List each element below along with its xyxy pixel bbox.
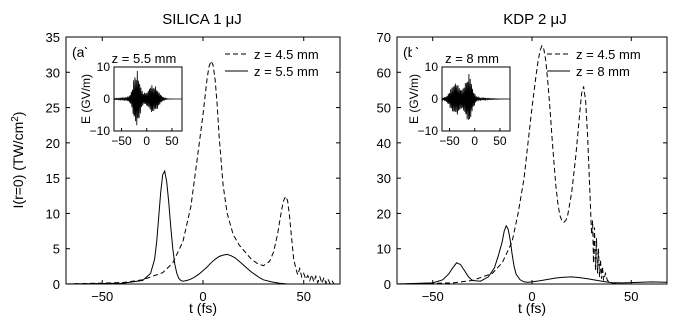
panel-b-title: KDP 2 μJ [503, 11, 566, 28]
inset-x-tick-label: 50 [493, 134, 507, 148]
y-tick-label: 5 [53, 242, 60, 257]
inset-y-tick-label: 10 [97, 60, 111, 74]
panel-a-series [65, 59, 340, 285]
panel-a-ylabel: I(r=0) (TW/cm2) [10, 112, 26, 209]
legend-label: z = 4.5 mm [254, 47, 319, 62]
inset-y-tick-label: 0 [431, 92, 438, 106]
inset-y-tick-label: −10 [418, 124, 439, 138]
series-line-dashed [65, 59, 340, 285]
series-line-solid [396, 224, 668, 285]
legend-label: z = 5.5 mm [254, 64, 319, 79]
y-tick-label: 10 [46, 206, 60, 221]
inset-title: z = 5.5 mm [112, 51, 177, 66]
inset-x-tick-label: 0 [471, 134, 478, 148]
panel-a-xlabel: t (fs) [189, 300, 217, 316]
inset-y-tick-label: 10 [425, 60, 439, 74]
inset-y-tick-label: 0 [103, 92, 110, 106]
inset-ylabel: E (GV/m) [407, 74, 421, 124]
y-tick-label: 60 [377, 65, 391, 80]
series-line-solid [65, 169, 340, 285]
inset-ylabel: E (GV/m) [79, 74, 93, 124]
panel-a-legend: z = 4.5 mm z = 5.5 mm [225, 47, 319, 79]
panel-b-series [396, 44, 668, 285]
x-tick-label: 50 [297, 289, 311, 304]
y-tick-label: 20 [377, 206, 391, 221]
x-tick-label: −50 [422, 289, 444, 304]
y-tick-label: 10 [377, 242, 391, 257]
inset-x-tick-label: 0 [143, 134, 150, 148]
y-tick-label: 20 [46, 136, 60, 151]
y-tick-label: 50 [377, 101, 391, 116]
inset-field-trace [441, 73, 510, 120]
inset-title: z = 8 mm [445, 51, 499, 66]
y-tick-label: 70 [377, 30, 391, 45]
panel-b-ticks: −50 0 50 0 10 20 30 40 50 60 70 [377, 30, 667, 304]
y-tick-label: 40 [377, 136, 391, 151]
panel-b-legend: z = 4.5 mm z = 8 mm [547, 47, 641, 79]
x-tick-label: 0 [199, 289, 206, 304]
inset-y-tick-label: −10 [90, 124, 111, 138]
y-tick-label: 0 [384, 277, 391, 292]
inset-x-tick-label: 50 [165, 134, 179, 148]
y-tick-label: 25 [46, 101, 60, 116]
panel-b-inset: z = 8 mm −50 0 50 −10 0 10 E (GV/m) [407, 49, 514, 153]
x-tick-label: 0 [528, 289, 535, 304]
x-tick-label: 50 [624, 289, 638, 304]
legend-label: z = 4.5 mm [576, 47, 641, 62]
y-tick-label: 15 [46, 171, 60, 186]
series-line-dashed [396, 44, 667, 285]
y-tick-label: 35 [46, 30, 60, 45]
panel-b-xlabel: t (fs) [518, 300, 546, 316]
inset-x-tick-label: −50 [111, 134, 132, 148]
panel-a-title: SILICA 1 μJ [162, 11, 242, 28]
inset-x-tick-label: −50 [439, 134, 460, 148]
panel-a-inset: z = 5.5 mm −50 0 50 −10 0 10 E (GV/m) [79, 49, 186, 153]
y-tick-label: 0 [53, 277, 60, 292]
y-tick-label: 30 [377, 171, 391, 186]
inset-field-trace [113, 70, 182, 126]
x-tick-label: −50 [91, 289, 113, 304]
y-tick-label: 30 [46, 65, 60, 80]
legend-label: z = 8 mm [576, 64, 630, 79]
